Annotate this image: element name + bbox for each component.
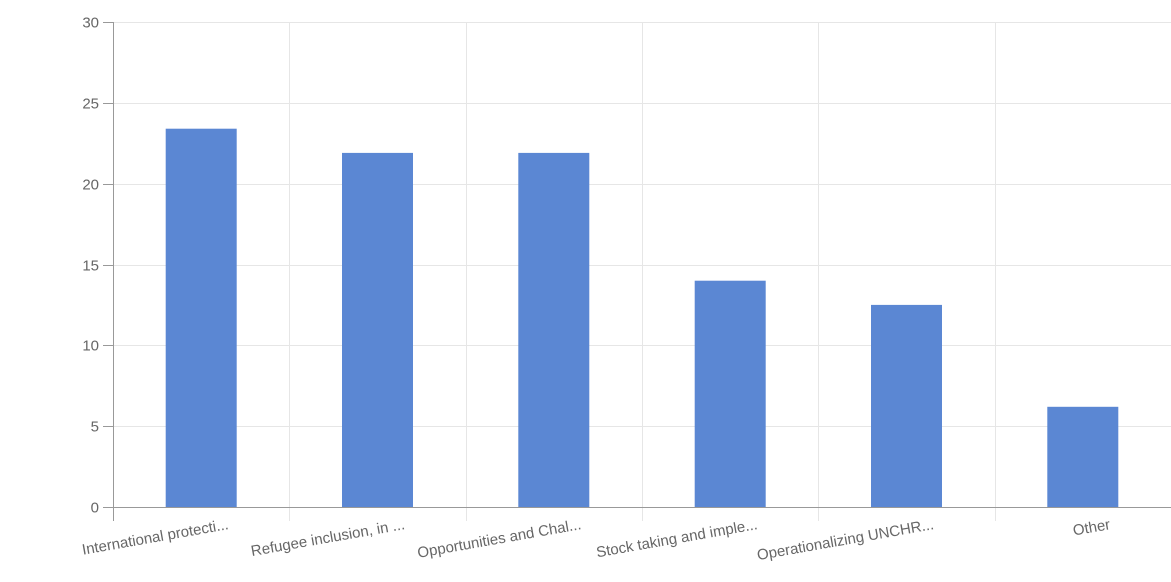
bar-4[interactable]	[871, 304, 942, 507]
x-axis-labels: International protecti... Refugee inclusi…	[81, 516, 1112, 564]
x-category-label: Other	[1072, 516, 1112, 539]
y-tick-label: 25	[82, 96, 99, 113]
x-category-label: Refugee inclusion, in ...	[250, 516, 407, 560]
y-tick-label: 15	[82, 258, 99, 275]
bars	[165, 128, 1119, 507]
bar-5[interactable]	[1047, 406, 1119, 507]
bar-3[interactable]	[694, 280, 766, 507]
x-category-label: International protecti...	[81, 516, 230, 559]
y-tick-label: 20	[82, 177, 99, 194]
y-tick-label: 30	[82, 15, 99, 32]
bar-2[interactable]	[518, 152, 590, 507]
grid-lines	[113, 22, 1171, 521]
y-tick-label: 10	[82, 338, 99, 355]
x-category-label: Opportunities and Chal...	[416, 516, 582, 562]
x-category-label: Operationalizing UNCHR...	[756, 516, 935, 564]
y-tick-label: 0	[91, 500, 99, 517]
y-axis-ticks: 0 5 10 15 20 25 30	[82, 15, 113, 517]
x-category-label: Stock taking and imple...	[595, 516, 759, 561]
y-tick-label: 5	[91, 419, 99, 436]
bar-1[interactable]	[342, 152, 413, 507]
axes	[103, 22, 1171, 521]
bar-0[interactable]	[165, 128, 237, 507]
